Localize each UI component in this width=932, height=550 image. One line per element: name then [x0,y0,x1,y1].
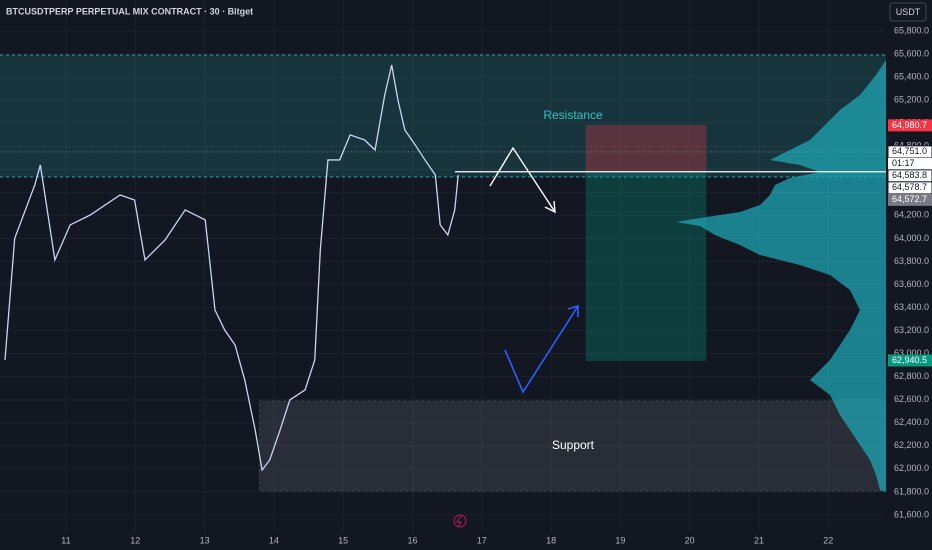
x-tick-label: 11 [61,535,70,545]
y-tick-label: 65,800.0 [894,25,929,35]
volume-profile [676,60,886,492]
x-tick-label: 19 [615,535,625,545]
y-tick-label: 65,200.0 [894,95,929,105]
x-tick-label: 22 [823,535,833,545]
chart-title: BTCUSDTPERP PERPETUAL MIX CONTRACT · 30 … [6,6,253,16]
y-tick-label: 64,000.0 [894,233,929,243]
price-marker [888,119,932,132]
countdown-box [888,157,932,170]
support-zone [258,400,887,492]
y-tick-label: 63,800.0 [894,256,929,266]
price-line [4,64,459,472]
x-tick-label: 17 [477,535,487,545]
axes: 61,600.0 61,800.0 62,000.0 62,200.0 62,400.0… [61,0,932,550]
y-tick-label: 62,400.0 [894,417,929,427]
y-tick-label: 61,600.0 [894,509,929,519]
resistance-label: Resistance [543,108,603,122]
x-tick-label: 14 [269,535,279,545]
y-tick-label: 62,200.0 [894,440,929,450]
stop-zone [585,125,707,173]
currency-box[interactable] [889,2,927,22]
y-tick-label: 63,400.0 [894,302,929,312]
price-marker [888,193,932,206]
y-tick-label: 63,000.0 [894,348,929,358]
price-marker-label: 64,583.8 [892,170,927,180]
target-zone [585,172,707,362]
x-tick-label: 13 [200,535,210,545]
y-tick-label: 65,600.0 [894,48,929,58]
resistance-zone [0,54,886,177]
flash-icon[interactable] [453,514,467,528]
x-tick-label: 18 [546,535,556,545]
bullish-arrow [504,305,579,394]
x-tick-label: 12 [130,535,140,545]
y-tick-label: 62,000.0 [894,463,929,473]
bullish-arrow-head [567,304,579,317]
price-marker-label: 62,940.5 [892,355,927,365]
price-marker-label: 64,751.0 [892,146,927,156]
y-tick-label: 63,200.0 [894,325,929,335]
price-marker-label: 64,572.7 [892,194,927,204]
bearish-arrow-head [544,200,556,214]
x-tick-label: 16 [407,535,417,545]
price-marker-label: 64,980.7 [892,120,927,130]
x-tick-label: 20 [685,535,695,545]
x-tick-label: 15 [338,535,348,545]
y-tick-label: 62,600.0 [894,394,929,404]
y-tick-label: 63,600.0 [894,279,929,289]
zones: Resistance Support [0,54,887,492]
y-tick-label: 61,800.0 [894,486,929,496]
y-tick-label: 62,800.0 [894,371,929,381]
bearish-arrow [489,146,556,213]
countdown: 01:17 [892,158,915,168]
price-marker-label: 64,578.7 [892,182,927,192]
flash-bolt [456,515,462,527]
y-tick-label: 65,400.0 [894,71,929,81]
axis-bg [886,0,932,550]
x-tick-label: 21 [754,535,764,545]
support-label: Support [552,438,595,452]
currency[interactable]: USDT [896,7,921,17]
series-layer [4,64,886,472]
y-tick-label: 64,200.0 [894,210,929,220]
price-marker [888,354,932,367]
